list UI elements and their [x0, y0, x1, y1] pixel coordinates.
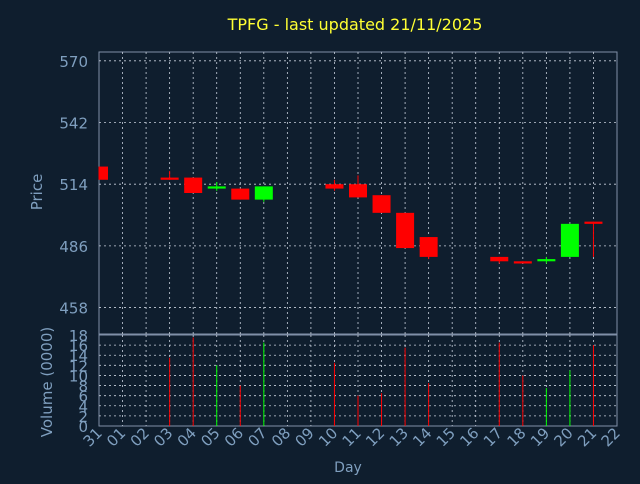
x-tick-label: 10 — [315, 424, 341, 450]
x-tick-label: 20 — [551, 424, 577, 450]
volume-tick-label: 10 — [69, 367, 88, 385]
volume-tick-label: 14 — [69, 347, 88, 365]
x-tick-label: 08 — [268, 424, 294, 450]
price-tick-label: 570 — [59, 53, 88, 71]
candle-body — [184, 177, 203, 193]
candle-body — [207, 186, 226, 189]
chart-title: TPFG - last updated 21/11/2025 — [227, 15, 483, 34]
volume-axis-label: Volume (0000) — [38, 327, 56, 437]
candle-body — [372, 195, 391, 213]
candle-body — [231, 188, 250, 200]
x-tick-label: 09 — [292, 424, 318, 450]
x-tick-label: 21 — [574, 424, 600, 450]
candle-body — [513, 261, 532, 264]
x-tick-label: 04 — [174, 424, 200, 450]
x-tick-label: 19 — [527, 424, 553, 450]
x-tick-label: 14 — [409, 424, 435, 450]
volume-tick-label: 8 — [78, 378, 88, 396]
candle-body — [254, 186, 273, 200]
volume-tick-label: 6 — [78, 388, 88, 406]
candle-body — [560, 223, 579, 257]
x-tick-label: 16 — [456, 424, 482, 450]
candle-body — [396, 212, 415, 249]
x-tick-label: 12 — [362, 424, 388, 450]
x-tick-label: 11 — [339, 424, 365, 450]
candle-body — [537, 259, 556, 262]
volume-tick-label: 0 — [78, 418, 88, 436]
price-tick-label: 514 — [59, 176, 88, 194]
candle-body — [419, 237, 438, 257]
x-tick-label: 01 — [103, 424, 129, 450]
volume-tick-label: 16 — [69, 337, 88, 355]
volume-tick-label: 4 — [78, 398, 88, 416]
volume-tick-label: 18 — [69, 327, 88, 345]
x-tick-label: 06 — [221, 424, 247, 450]
x-tick-label: 02 — [127, 424, 153, 450]
candle-body — [584, 221, 603, 224]
x-tick-label: 22 — [598, 424, 624, 450]
price-tick-label: 458 — [59, 300, 88, 318]
x-tick-label: 18 — [503, 424, 529, 450]
price-panel: 458 486 514 542 570 — [59, 51, 618, 335]
x-tick-label: 13 — [386, 424, 412, 450]
x-tick-label: 07 — [244, 424, 270, 450]
price-tick-label: 486 — [59, 238, 88, 256]
x-tick-label: 03 — [150, 424, 176, 450]
candle-body — [490, 256, 509, 262]
candle-body — [325, 184, 344, 189]
day-axis-label: Day — [334, 460, 362, 476]
volume-tick-label: 2 — [78, 408, 88, 426]
volume-tick-label: 12 — [69, 357, 88, 375]
x-tick-label: 17 — [480, 424, 506, 450]
x-tick-labels: 3101020304050607080910111213141516171819… — [80, 424, 624, 450]
price-tick-label: 542 — [59, 115, 88, 133]
price-axis-label: Price — [28, 174, 46, 211]
candle-body — [99, 166, 108, 180]
x-tick-label: 15 — [433, 424, 459, 450]
candle-body — [160, 177, 179, 180]
x-tick-label: 05 — [197, 424, 223, 450]
candle-body — [349, 184, 367, 198]
